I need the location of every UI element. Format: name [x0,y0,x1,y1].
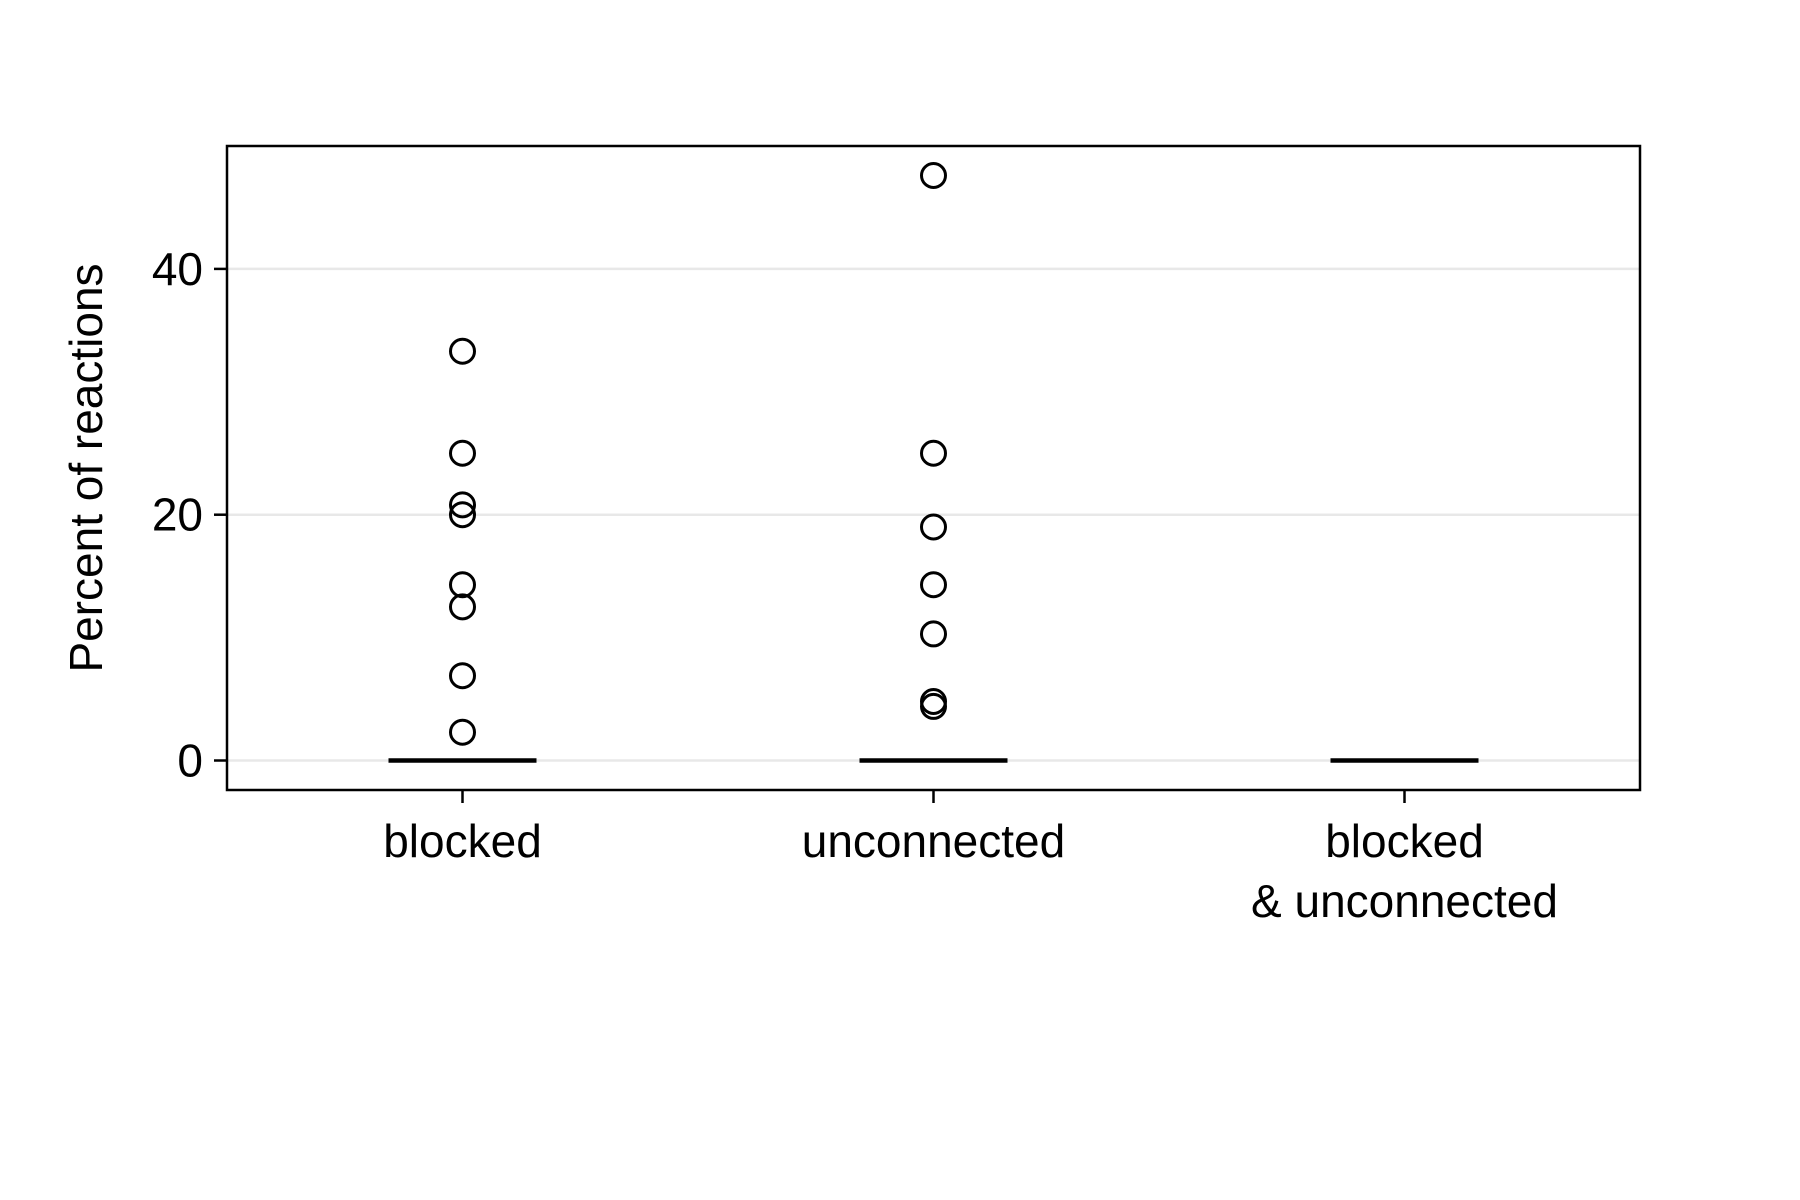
outlier-point-1-6 [920,161,947,189]
outlier-point-1-5 [920,439,947,467]
outlier-point-0-0 [449,718,476,746]
x-tick-label-1-0: unconnected [802,815,1065,867]
outlier-point-1-4 [920,513,947,541]
outlier-point-0-7 [449,337,476,365]
outlier-point-0-2 [449,593,476,621]
y-tick-label-40: 40 [152,243,203,295]
y-tick-label-20: 20 [152,489,203,541]
y-axis-title: Percent of reactions [60,263,112,672]
outlier-point-1-2 [920,620,947,648]
outlier-point-1-1 [920,688,947,716]
data-marks [388,161,1479,763]
x-tick-label-2-0: blocked [1325,815,1484,867]
outlier-point-0-5 [449,491,476,519]
y-tick-label-0: 0 [177,735,203,787]
x-axis: blocked unconnected blocked & unconnected [383,790,1558,927]
outlier-point-0-4 [449,501,476,529]
outlier-point-0-1 [449,662,476,690]
y-axis: 0 20 40 [152,243,227,787]
x-tick-label-2-1: & unconnected [1251,875,1558,927]
outlier-point-0-6 [449,439,476,467]
outlier-point-0-3 [449,571,476,599]
x-tick-label-0-0: blocked [383,815,542,867]
outlier-point-1-3 [920,571,947,599]
